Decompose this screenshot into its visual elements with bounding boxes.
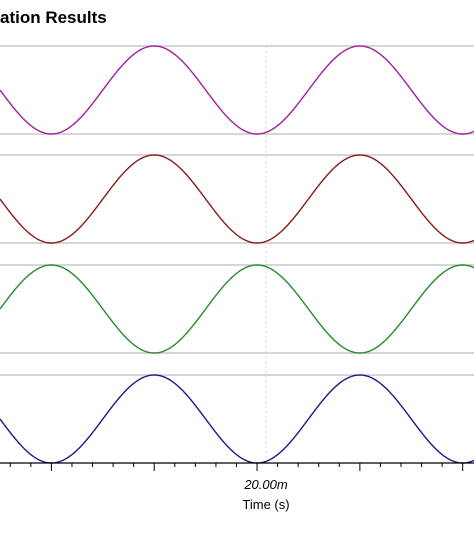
x-axis-ticks <box>9 463 464 471</box>
x-axis-label: Time (s) <box>242 497 289 512</box>
series-1-line <box>0 45 474 135</box>
series-3-line <box>0 264 474 354</box>
x-tick-label-20ms: 20.00m <box>243 477 288 492</box>
chart-title: ation Results <box>0 8 107 27</box>
series-4-line <box>0 374 474 464</box>
series-2-line <box>0 154 474 244</box>
